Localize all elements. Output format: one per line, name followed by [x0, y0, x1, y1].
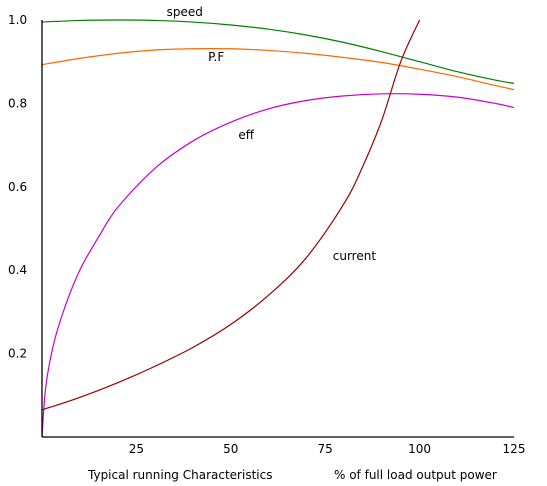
x-tick-labels: 25 50 75 100 125 [129, 442, 526, 456]
x-tick-label: 100 [408, 442, 431, 456]
x-tick-label: 75 [318, 442, 333, 456]
series-p-f-line [41, 47, 515, 91]
curve-label-speed: speed [167, 5, 203, 19]
curve-labels: speed P.F eff current [167, 5, 377, 263]
series-eff-line [41, 93, 515, 438]
curve-label-p-f: P.F [208, 50, 224, 64]
y-tick-label: 0.6 [8, 180, 27, 194]
series-current-line [41, 19, 421, 411]
y-tick-label: 0.2 [8, 347, 27, 361]
x-tick-label: 125 [503, 442, 526, 456]
y-tick-labels: 0.2 0.4 0.6 0.8 1.0 [8, 13, 27, 361]
x-axis-label: % of full load output power [334, 468, 497, 482]
x-tick-label: 50 [223, 442, 238, 456]
y-tick-label: 0.8 [8, 96, 27, 110]
chart-caption: Typical running Characteristics [87, 468, 272, 482]
y-tick-label: 1.0 [8, 13, 27, 27]
series-speed-line [41, 19, 515, 84]
curve-label-current: current [333, 249, 377, 263]
curve-label-eff: eff [238, 128, 254, 142]
y-tick-label: 0.4 [8, 263, 27, 277]
curves-group [41, 19, 515, 438]
x-tick-label: 25 [129, 442, 144, 456]
